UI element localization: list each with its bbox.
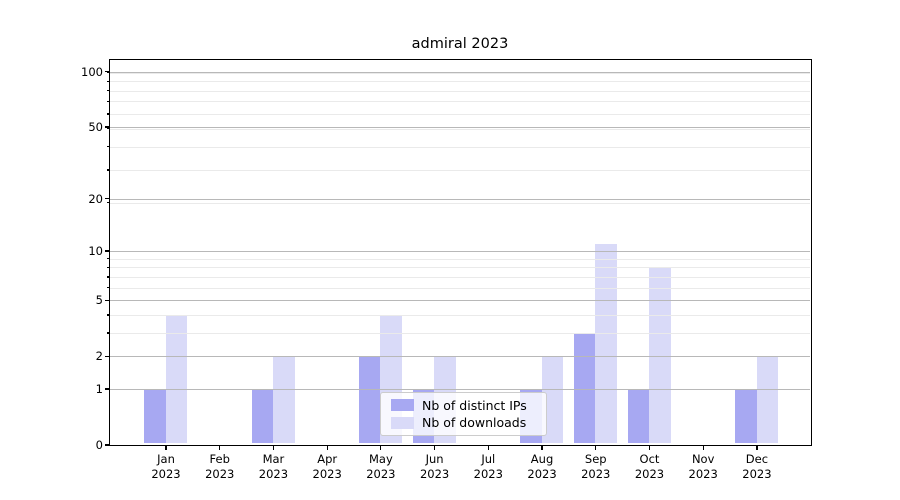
y-axis-minor-tick bbox=[106, 169, 109, 171]
x-axis-tick bbox=[648, 445, 651, 450]
y-axis-tick bbox=[105, 198, 109, 200]
x-tick-label: Jul 2023 bbox=[473, 452, 503, 481]
minor-gridline bbox=[110, 72, 810, 74]
bar-ips-mar bbox=[251, 388, 274, 444]
chart-title: admiral 2023 bbox=[411, 36, 509, 52]
x-axis-tick bbox=[756, 445, 758, 450]
legend-item-downloads: Nb of downloads bbox=[387, 415, 540, 430]
x-tick-label: Jan 2023 bbox=[151, 452, 181, 481]
bar-downloads-aug bbox=[541, 356, 564, 444]
minor-gridline bbox=[110, 276, 810, 278]
y-axis-tick bbox=[105, 388, 109, 390]
x-axis-tick bbox=[541, 445, 543, 450]
bar-ips-may bbox=[359, 356, 381, 444]
x-tick-label: Nov 2023 bbox=[688, 452, 718, 481]
y-axis-minor-tick bbox=[106, 276, 109, 278]
minor-gridline bbox=[110, 128, 810, 130]
bar-ips-sep bbox=[573, 332, 596, 444]
bar-ips-dec bbox=[735, 388, 757, 444]
x-tick-label: May 2023 bbox=[366, 452, 396, 481]
legend-swatch-downloads bbox=[391, 416, 414, 429]
minor-gridline bbox=[110, 113, 810, 115]
x-axis-tick bbox=[702, 445, 704, 450]
y-axis-tick bbox=[105, 355, 109, 357]
y-axis-tick bbox=[105, 444, 109, 446]
major-gridline bbox=[110, 388, 810, 390]
y-tick-label: 50 bbox=[88, 120, 103, 135]
plot-frame bbox=[108, 58, 812, 446]
y-axis-tick bbox=[105, 126, 109, 128]
y-tick-label: 5 bbox=[95, 293, 103, 308]
x-tick-label: Apr 2023 bbox=[312, 452, 342, 481]
minor-gridline bbox=[110, 314, 810, 316]
bar-downloads-mar bbox=[273, 356, 295, 444]
minor-gridline bbox=[110, 81, 810, 83]
x-axis-tick bbox=[487, 445, 489, 450]
x-tick-label: Oct 2023 bbox=[634, 452, 665, 481]
minor-gridline bbox=[110, 101, 810, 103]
y-axis-minor-tick bbox=[106, 80, 109, 82]
y-tick-label: 10 bbox=[88, 244, 103, 259]
y-tick-label: 100 bbox=[81, 64, 103, 79]
legend-label-distinct-ips: Nb of distinct IPs bbox=[422, 397, 527, 413]
minor-gridline bbox=[110, 90, 810, 92]
legend: Nb of distinct IPs Nb of downloads bbox=[380, 392, 547, 436]
x-tick-label: Mar 2023 bbox=[258, 452, 289, 481]
major-gridline bbox=[110, 300, 810, 302]
x-tick-label: Jun 2023 bbox=[419, 452, 450, 481]
bar-downloads-oct bbox=[649, 267, 671, 444]
bar-downloads-sep bbox=[595, 244, 618, 444]
y-tick-label: 20 bbox=[88, 191, 103, 206]
legend-label-downloads: Nb of downloads bbox=[422, 415, 527, 431]
y-axis-tick bbox=[105, 250, 109, 252]
minor-gridline bbox=[110, 146, 810, 148]
bar-downloads-jan bbox=[165, 314, 188, 444]
y-axis-minor-tick bbox=[106, 202, 109, 204]
major-gridline bbox=[110, 127, 810, 129]
y-axis-minor-tick bbox=[106, 314, 109, 316]
y-tick-label: 1 bbox=[95, 381, 103, 396]
y-tick-label: 0 bbox=[95, 438, 103, 452]
x-axis-tick bbox=[219, 445, 221, 450]
minor-gridline bbox=[110, 332, 810, 334]
y-axis-minor-tick bbox=[106, 90, 109, 92]
minor-gridline bbox=[110, 258, 810, 260]
x-tick-label: Aug 2023 bbox=[527, 452, 557, 481]
y-axis-minor-tick bbox=[106, 72, 109, 74]
bar-ips-oct bbox=[627, 388, 650, 444]
y-axis-minor-tick bbox=[106, 258, 109, 260]
y-axis-minor-tick bbox=[106, 113, 109, 115]
x-tick-label: Dec 2023 bbox=[742, 452, 772, 481]
major-gridline bbox=[110, 198, 810, 200]
major-gridline bbox=[110, 251, 810, 253]
minor-gridline bbox=[110, 202, 810, 204]
bar-ips-jan bbox=[144, 388, 166, 444]
x-axis-tick bbox=[326, 445, 328, 450]
legend-swatch-distinct-ips bbox=[391, 399, 414, 412]
y-axis-minor-tick bbox=[106, 287, 109, 289]
y-axis-minor-tick bbox=[106, 146, 109, 148]
y-axis-tick bbox=[105, 299, 109, 301]
x-axis-tick bbox=[595, 445, 597, 450]
bar-downloads-dec bbox=[756, 356, 779, 444]
minor-gridline bbox=[110, 287, 810, 289]
y-axis-tick bbox=[105, 71, 109, 73]
x-axis-tick bbox=[272, 445, 275, 450]
x-tick-label: Sep 2023 bbox=[581, 452, 611, 481]
x-axis-tick bbox=[380, 445, 382, 450]
y-axis-minor-tick bbox=[106, 332, 109, 334]
minor-gridline bbox=[110, 267, 810, 269]
minor-gridline bbox=[110, 169, 810, 171]
legend-item-distinct-ips: Nb of distinct IPs bbox=[387, 398, 540, 413]
x-axis-tick bbox=[434, 445, 436, 450]
major-gridline bbox=[110, 356, 810, 358]
y-axis-minor-tick bbox=[106, 266, 109, 268]
major-gridline bbox=[110, 71, 810, 73]
x-tick-label: Feb 2023 bbox=[205, 452, 235, 481]
y-axis-minor-tick bbox=[106, 128, 109, 130]
y-tick-label: 2 bbox=[95, 349, 103, 364]
x-axis-tick bbox=[165, 445, 167, 450]
y-axis-minor-tick bbox=[106, 100, 109, 103]
